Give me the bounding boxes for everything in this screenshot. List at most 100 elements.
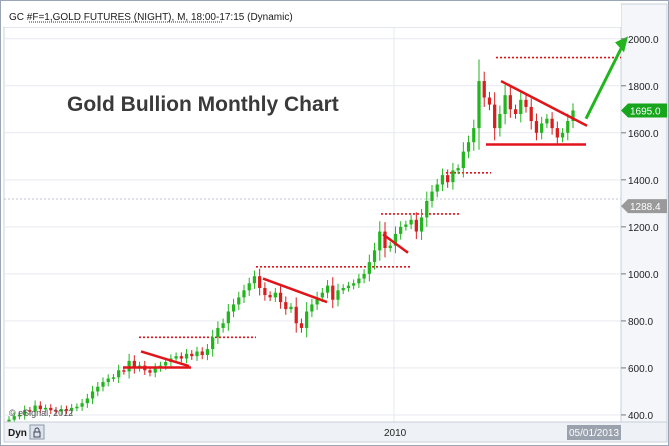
candle <box>310 298 314 318</box>
price-badge <box>621 199 667 214</box>
candle-body <box>362 273 366 279</box>
candle-body <box>466 142 471 152</box>
candle-body <box>231 304 236 312</box>
candle-body <box>148 370 152 373</box>
symbol-info[interactable]: GC #F=1,GOLD FUTURES (NIGHT), M, 18:00-1… <box>9 12 293 23</box>
candle-body <box>555 128 559 138</box>
candle <box>534 113 539 141</box>
candle <box>75 403 79 412</box>
candle <box>325 279 330 299</box>
candle-body <box>571 110 575 122</box>
candle <box>59 405 63 416</box>
candle-body <box>153 367 157 373</box>
candle-body <box>216 327 220 338</box>
candle <box>278 286 283 309</box>
candle <box>430 185 434 208</box>
candle <box>85 393 89 408</box>
candle-body <box>17 414 22 417</box>
candle <box>268 291 272 302</box>
candle <box>472 119 476 151</box>
candle-body <box>221 323 225 328</box>
candle-body <box>237 297 241 305</box>
candle <box>179 352 183 363</box>
candle <box>200 347 204 360</box>
candle-body <box>336 290 340 300</box>
candle-body <box>294 306 298 324</box>
candle-body <box>513 109 518 114</box>
candle-body <box>90 391 95 399</box>
candle-body <box>49 407 53 411</box>
channel-line-3 <box>382 233 409 254</box>
candle <box>289 303 293 313</box>
candle-body <box>54 410 58 412</box>
candle-body <box>550 118 554 129</box>
candle <box>466 135 471 159</box>
candle-body <box>106 378 110 383</box>
candle <box>529 98 533 130</box>
dyn-label[interactable]: Dyn <box>8 428 27 439</box>
candle-body <box>226 311 230 324</box>
candle-body <box>419 217 424 232</box>
y-tick-label: 400.0 <box>628 411 653 422</box>
candles <box>7 59 575 426</box>
candle-body <box>299 323 304 328</box>
candle <box>367 254 371 282</box>
candle-body <box>456 168 460 171</box>
price-badge-label: 1695.0 <box>630 106 661 117</box>
candle-body <box>357 278 361 284</box>
candle <box>383 222 387 258</box>
candle-body <box>289 306 293 310</box>
candle <box>461 142 465 178</box>
candle-body <box>122 370 126 372</box>
candle-body <box>211 337 215 350</box>
candle-body <box>545 118 549 124</box>
candle <box>273 287 277 303</box>
candle-body <box>200 351 204 355</box>
candle <box>294 297 298 333</box>
candle <box>435 178 439 198</box>
candle <box>399 221 403 240</box>
y-tick-label: 1400.0 <box>628 176 659 187</box>
y-tick-label: 1200.0 <box>628 223 659 234</box>
candle <box>252 270 257 289</box>
candle <box>331 277 335 309</box>
candle <box>352 279 356 290</box>
lock-glyph <box>33 427 41 438</box>
candle <box>64 405 69 415</box>
candle <box>211 329 215 357</box>
chart-title: Gold Bullion Monthly Chart <box>67 93 339 116</box>
candle-body <box>85 398 89 404</box>
y-tick-label: 800.0 <box>628 317 653 328</box>
candle-body <box>252 276 257 284</box>
candle <box>258 268 262 296</box>
candle-body <box>414 219 418 232</box>
candle <box>106 374 110 387</box>
candle-body <box>305 311 309 328</box>
candle-body <box>273 292 277 298</box>
candle-body <box>64 409 69 411</box>
candle-body <box>503 95 507 114</box>
candle-body <box>12 416 16 420</box>
candle-body <box>331 285 335 300</box>
candle <box>487 91 492 111</box>
candle <box>519 91 523 123</box>
candle-body <box>430 191 434 201</box>
date-badge <box>567 425 621 440</box>
candle <box>571 103 575 129</box>
candle <box>111 374 116 382</box>
candle-body <box>278 292 283 303</box>
plot-area <box>3 26 622 423</box>
candle <box>195 346 199 361</box>
candle <box>446 169 450 188</box>
price-badge <box>621 103 667 118</box>
candle <box>336 283 340 307</box>
candle <box>456 164 460 175</box>
candle <box>482 71 486 107</box>
candle <box>409 215 413 230</box>
candle-body <box>487 97 492 105</box>
candle <box>419 208 424 241</box>
candle-body <box>310 304 314 312</box>
level-lines <box>139 56 621 339</box>
candle-body <box>540 123 544 133</box>
candle <box>23 405 27 420</box>
